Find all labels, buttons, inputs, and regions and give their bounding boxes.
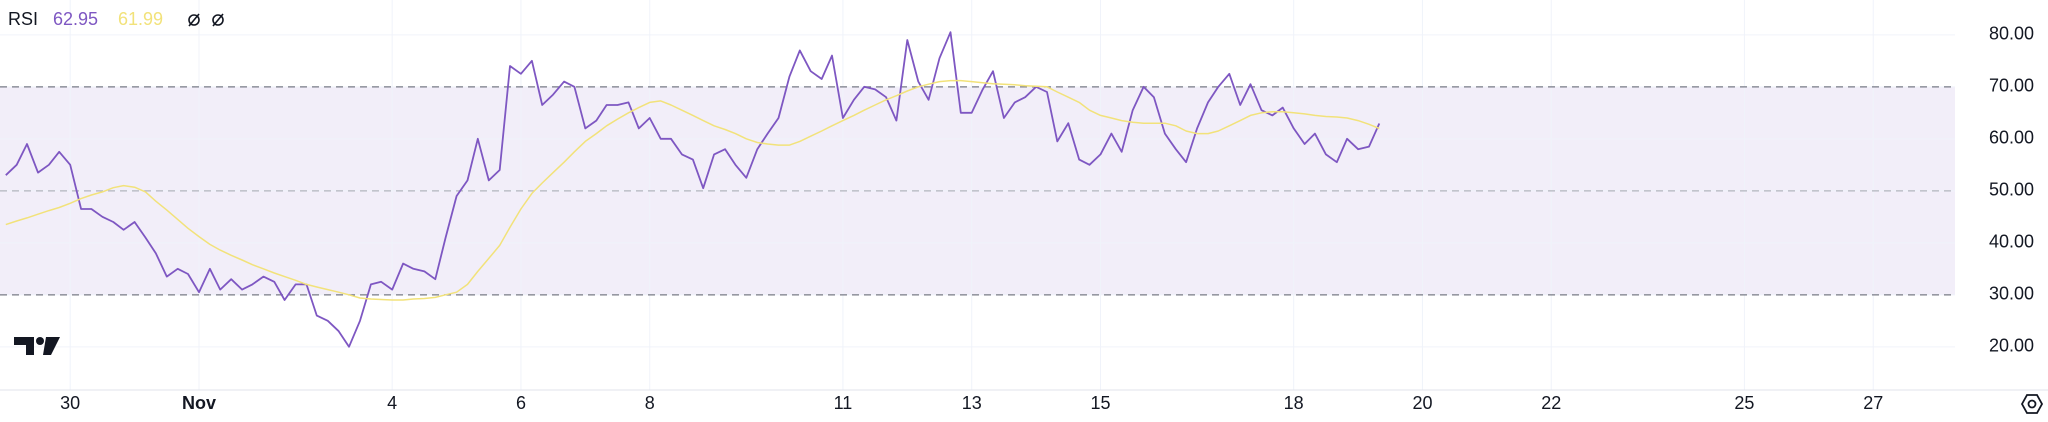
y-tick-label: 50.00	[1989, 180, 2034, 200]
x-tick-label: 22	[1541, 393, 1561, 413]
empty-icons	[188, 13, 224, 27]
settings-icon	[2020, 394, 2044, 414]
y-tick-label: 20.00	[1989, 336, 2034, 356]
y-tick-label: 60.00	[1989, 128, 2034, 148]
y-tick-label: 40.00	[1989, 232, 2034, 252]
x-tick-label: 15	[1090, 393, 1110, 413]
x-tick-label: Nov	[182, 393, 216, 413]
indicator-title: RSI	[8, 9, 38, 29]
x-tick-label: 4	[387, 393, 397, 413]
y-tick-label: 70.00	[1989, 76, 2034, 96]
x-tick-label: 25	[1734, 393, 1754, 413]
rsi-value: 62.95	[53, 9, 98, 29]
ma-line	[5, 79, 1380, 301]
ma-value: 61.99	[118, 9, 163, 29]
x-tick-label: 18	[1284, 393, 1304, 413]
x-tick-label: 11	[834, 393, 853, 413]
tv-logo	[14, 337, 60, 355]
y-tick-label: 30.00	[1989, 284, 2034, 304]
x-tick-label: 30	[60, 393, 80, 413]
x-tick-label: 27	[1863, 393, 1883, 413]
x-tick-label: 8	[645, 393, 655, 413]
plot: 20.00 30.00 40.00 50.00 60.00 70.00 80.00 30 Nov…	[0, 0, 2048, 413]
x-tick-label: 6	[516, 393, 526, 413]
y-tick-label: 80.00	[1989, 24, 2034, 44]
x-tick-label: 13	[962, 393, 982, 413]
x-tick-label: 20	[1412, 393, 1432, 413]
rsi-line	[5, 31, 1381, 348]
header: RSI 62.95 61.99	[8, 9, 224, 29]
